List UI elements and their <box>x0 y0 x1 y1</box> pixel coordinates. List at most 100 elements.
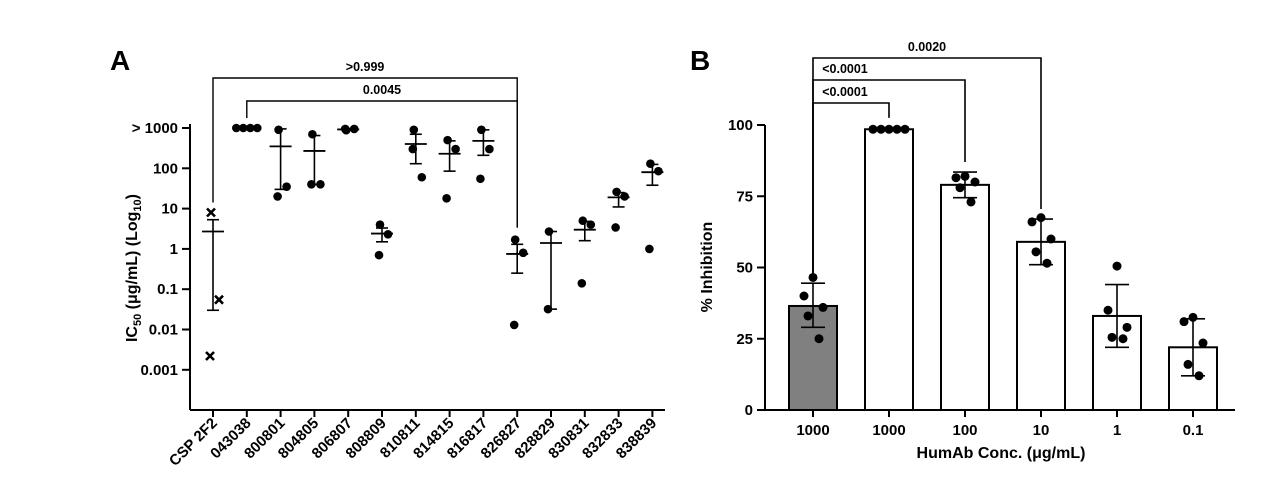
panel-b-x-tick-label: 10 <box>1033 422 1050 439</box>
panel-b-significance: 0.0020 <0.0001 <0.0001 <box>812 40 1042 274</box>
panel-a-data-point <box>577 279 587 288</box>
panel-a-y-tick-label: 0.001 <box>140 362 178 379</box>
panel-a-data-point <box>307 180 316 189</box>
panel-a-data-point <box>417 172 427 182</box>
panel-b-significance-label: 0.0020 <box>908 40 946 54</box>
panel-b-y-tick-label: 100 <box>728 117 753 134</box>
panel-b-data-point <box>970 177 980 187</box>
panel-a: A IC50 (μg/mL) (Log10) > 1000 100 10 1 0.1 0.… <box>110 45 665 470</box>
panel-a-data-point <box>239 123 248 133</box>
panel-a-data-point <box>232 123 241 133</box>
panel-a-x-tick-label: CSP 2F2 <box>166 415 221 470</box>
panel-a-data-point <box>620 192 629 201</box>
panel-b-data-point <box>803 311 813 321</box>
panel-a-data-point <box>586 220 596 229</box>
panel-a-data-point <box>543 304 553 314</box>
panel-a-y-tick-label: 10 <box>161 201 178 218</box>
panel-b-x-axis-label: HumAb Conc. (μg/mL) <box>917 445 1086 462</box>
panel-a-data-point <box>518 248 528 258</box>
panel-b-data-point <box>960 171 970 181</box>
panel-b-y-ticks: 0 25 50 75 100 <box>728 117 1235 419</box>
panel-b-data-point <box>1031 247 1041 257</box>
panel-b-x-tick-label: 1 <box>1113 422 1121 439</box>
panel-a-significance-label: 0.0045 <box>363 83 401 97</box>
panel-a-y-tick-label: 0.01 <box>149 322 178 339</box>
panel-b-data-point <box>1036 213 1046 223</box>
panel-b-y-tick-label: 50 <box>736 260 753 277</box>
panel-a-letter: A <box>110 45 130 76</box>
panel-a-data-point <box>442 194 451 203</box>
panel-b-data-point <box>1198 338 1208 348</box>
panel-b-data-point <box>814 334 824 344</box>
panel-a-data-point <box>544 227 554 236</box>
panel-b-x-tick-label: 1000 <box>872 422 905 439</box>
panel-b-y-tick-label: 25 <box>736 331 753 348</box>
panel-a-data-point <box>375 220 385 229</box>
panel-a-data-point <box>409 125 419 135</box>
panel-a-data-point <box>509 320 519 330</box>
panel-a-data-point <box>477 125 486 135</box>
panel-a-data-point <box>383 230 393 239</box>
panel-b-data-point <box>1107 332 1117 342</box>
panel-b-y-tick-label: 75 <box>736 188 753 205</box>
panel-b-bar <box>864 128 914 411</box>
panel-b-data-point <box>1042 258 1052 268</box>
panel-b-letter: B <box>690 45 710 76</box>
panel-b-data-point <box>1194 371 1204 381</box>
panel-b-data-point <box>1046 234 1056 244</box>
panel-a-data-point <box>340 124 350 134</box>
panel-a-data-point <box>578 216 588 226</box>
panel-b-data-point <box>900 124 910 134</box>
panel-b-data-point <box>1122 322 1132 332</box>
panel-a-data-point <box>510 235 520 244</box>
panel-a-data-point <box>408 144 418 154</box>
panel-b-y-axis-label: % Inhibition <box>699 222 716 313</box>
panel-a-data-point <box>646 159 655 169</box>
panel-a-y-tick-label: 0.1 <box>157 281 178 298</box>
panel-a-data-point <box>282 182 291 191</box>
panel-a-y-tick-label: 100 <box>153 160 178 177</box>
panel-a-y-axis-label: IC50 (μg/mL) (Log10) <box>124 194 144 342</box>
panel-b-data-point <box>808 272 818 282</box>
panel-a-data-point-x <box>214 294 224 305</box>
panel-b-significance-label: <0.0001 <box>822 62 868 76</box>
panel-a-y-ticks: > 1000 100 10 1 0.1 0.01 0.001 <box>132 120 665 411</box>
panel-a-data-point <box>374 250 384 260</box>
panel-b-data-point <box>818 302 828 312</box>
panel-a-data-point <box>246 123 255 133</box>
panel-b-data-point <box>1183 359 1193 369</box>
panel-a-significance: >0.999 0.0045 <box>212 60 518 228</box>
panel-a-data-point <box>349 124 359 134</box>
panel-b-bar <box>940 183 990 411</box>
panel-a-data-point-x <box>205 351 215 361</box>
panel-a-data-point <box>308 129 317 139</box>
panel-a-marks <box>202 123 664 361</box>
panel-a-data-point <box>252 123 262 133</box>
panel-b-data-point <box>1179 317 1189 327</box>
panel-b-data-point <box>951 173 961 183</box>
panel-a-data-point <box>451 144 460 154</box>
panel-b-data-point <box>1112 261 1122 271</box>
panel-b-significance-label: <0.0001 <box>822 85 868 99</box>
panel-b-data-point <box>1188 312 1198 322</box>
panel-b-data-point <box>876 124 886 134</box>
panel-a-data-point <box>611 223 620 232</box>
panel-b-data-point <box>1118 334 1128 344</box>
panel-b-bar <box>1016 240 1066 411</box>
panel-a-data-point <box>645 244 654 254</box>
panel-b-x-tick-label: 0.1 <box>1183 422 1204 439</box>
panel-a-significance-label: >0.999 <box>346 60 385 74</box>
panel-a-data-point <box>316 180 325 189</box>
panel-b-y-tick-label: 0 <box>745 402 753 419</box>
panel-b-x-tick-label: 1000 <box>796 422 829 439</box>
panel-b: B % Inhibition HumAb Conc. (μg/mL) 0 25 50… <box>690 40 1235 462</box>
panel-b-data-point <box>884 124 894 134</box>
panel-a-data-point <box>443 135 452 145</box>
panel-b-data-point <box>955 183 965 193</box>
panel-a-data-point <box>654 166 663 176</box>
panel-a-data-point <box>612 187 621 197</box>
panel-a-y-tick-label: 1 <box>170 241 178 258</box>
panel-b-data-point <box>1103 305 1113 315</box>
panel-a-significance-bracket <box>246 100 518 228</box>
